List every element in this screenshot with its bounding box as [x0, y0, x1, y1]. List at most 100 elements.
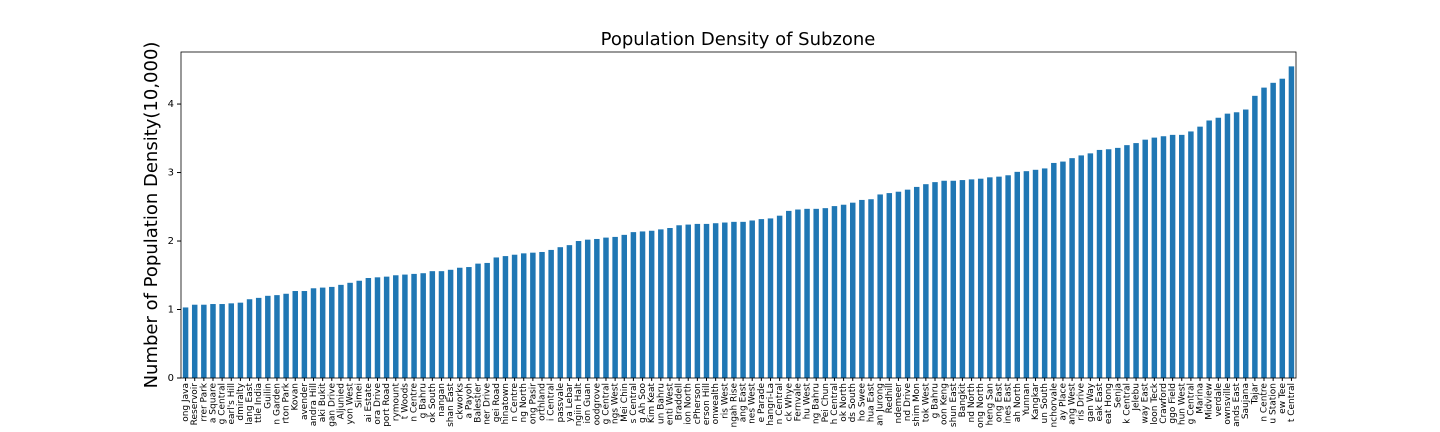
bar — [447, 269, 454, 378]
x-tick-label: passvale — [556, 383, 566, 423]
bar — [1087, 153, 1094, 378]
bar — [347, 282, 353, 378]
x-tick-label: rton Park — [282, 382, 292, 424]
bar — [648, 230, 655, 378]
x-tick-label: Aljunied — [336, 383, 346, 419]
x-tick-label: n Garden — [272, 383, 282, 425]
x-tick-label: way East — [1141, 383, 1151, 424]
bar — [1051, 162, 1057, 378]
bar — [1133, 143, 1139, 378]
x-tick-label: Balestier — [474, 383, 484, 423]
x-tick-label: Kim Keat — [647, 383, 657, 424]
bar — [850, 202, 856, 378]
bar — [383, 276, 390, 378]
bar — [603, 237, 609, 378]
bar — [466, 267, 472, 378]
bar — [630, 232, 637, 378]
x-tick-label: un Bahru — [656, 383, 666, 424]
bar — [786, 210, 792, 378]
bar — [374, 277, 381, 378]
x-tick-label: ttle India — [254, 383, 264, 423]
x-tick-label: s Central — [629, 383, 639, 423]
bar — [1160, 136, 1167, 378]
bar — [1078, 155, 1084, 378]
bar — [694, 223, 701, 378]
x-tick-label: Jelebu — [1132, 383, 1142, 412]
x-tick-label: h Central — [830, 383, 840, 424]
bar — [722, 222, 728, 378]
x-tick-label: u Station — [1269, 383, 1279, 424]
x-tick-label: gei Road — [492, 383, 502, 422]
x-tick-label: onwealth — [711, 383, 721, 424]
bar — [502, 256, 509, 378]
x-tick-label: un South — [1040, 383, 1050, 423]
x-tick-label: ines East — [1004, 383, 1014, 424]
bar — [438, 271, 445, 378]
bar — [475, 263, 481, 378]
x-tick-label: n Centre — [510, 383, 520, 422]
x-tick-label: Midview — [1205, 383, 1215, 420]
bar — [831, 206, 838, 378]
bar — [365, 278, 372, 378]
x-tick-label: g Central — [601, 383, 611, 424]
x-tick-label: ho Swee — [857, 383, 867, 422]
bar — [1023, 171, 1030, 378]
x-tick-label: e Parade — [757, 383, 767, 423]
x-tick-label: t Central — [1287, 383, 1297, 422]
x-tick-label: hua East — [867, 383, 877, 423]
x-tick-label: ck Whye — [784, 383, 794, 422]
bar — [484, 262, 490, 378]
y-tick-label: 1 — [168, 305, 174, 316]
x-tick-label: rrer Park — [199, 382, 209, 421]
x-tick-label: Fernvale — [793, 383, 803, 422]
bar — [767, 218, 774, 378]
bar — [1252, 95, 1258, 378]
x-tick-label: Crawford — [1159, 383, 1169, 424]
x-tick-label: Braddell — [675, 383, 685, 420]
y-tick-label: 3 — [168, 168, 174, 179]
bar — [923, 184, 929, 378]
bar — [575, 241, 582, 378]
bar — [1124, 145, 1130, 378]
x-tick-label: a Payoh — [464, 383, 474, 418]
bar — [1105, 149, 1112, 378]
x-tick-label: Saujana — [1241, 383, 1251, 419]
x-tick-label: ds South — [848, 383, 858, 422]
bar — [584, 239, 591, 378]
bar — [594, 238, 600, 378]
bar — [1005, 175, 1011, 378]
x-tick-label: ris Drive — [1077, 383, 1087, 421]
x-tick-label: nd Drive — [903, 383, 913, 422]
bar — [804, 208, 810, 378]
bar — [283, 293, 289, 378]
bar — [1115, 147, 1121, 378]
x-tick-label: ya Lebar — [565, 383, 575, 422]
bar — [840, 204, 847, 378]
bar — [402, 274, 408, 378]
x-tick-label: n Centre — [410, 383, 420, 422]
x-tick-label: ong North — [976, 383, 986, 428]
x-tick-label: ong Java — [181, 383, 191, 422]
x-tick-label: Simei — [355, 383, 365, 408]
x-tick-label: shun East — [949, 383, 959, 428]
x-tick-label: a Square — [208, 383, 218, 424]
x-tick-label: Tajar — [1250, 383, 1260, 406]
x-tick-label: oodgrove — [592, 383, 602, 426]
bar — [731, 221, 737, 378]
x-tick-label: hun West — [1177, 383, 1187, 426]
x-tick-label: an Jurong — [876, 383, 886, 426]
bar — [1142, 139, 1148, 378]
x-tick-label: t Woods — [400, 383, 410, 419]
bar — [356, 280, 362, 378]
x-tick-label: gan Drive — [327, 383, 337, 427]
bar — [740, 221, 746, 378]
x-tick-label: ion Guan — [583, 383, 593, 423]
x-tick-label: avender — [300, 383, 310, 420]
x-tick-label: g Central — [1186, 383, 1196, 424]
x-tick-label: ora Drive — [373, 383, 383, 425]
bar — [274, 295, 280, 378]
bar — [493, 257, 500, 378]
bar — [868, 199, 874, 378]
x-tick-label: g Bahru — [930, 383, 940, 418]
